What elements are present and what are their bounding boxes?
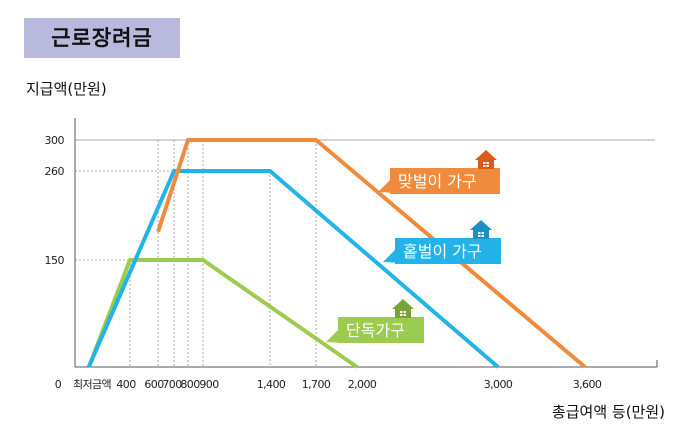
series-label-2: 단독가구: [346, 321, 405, 340]
x-tick-label-2: 400: [116, 378, 136, 391]
x-tick-label-3: 600: [144, 378, 164, 391]
x-tick-label-11: 3,600: [573, 378, 602, 391]
series-callout-1: 홑벌이 가구: [383, 220, 501, 264]
series-line-1: [86, 169, 500, 369]
y-tick-label-150: 150: [45, 254, 65, 267]
callout-box: [390, 168, 500, 194]
house-icon: [475, 150, 497, 169]
y-axis-label: 지급액(만원): [26, 80, 107, 98]
series-line-2: [86, 258, 359, 369]
series-callout-2: 단독가구: [326, 299, 424, 343]
x-tick-label-10: 3,000: [484, 378, 513, 391]
series-callout-0: 맞벌이 가구: [378, 150, 500, 194]
callout-box: [395, 238, 501, 264]
house-roof: [470, 220, 492, 230]
x-tick-label-5: 800: [180, 378, 200, 391]
series-label-0: 맞벌이 가구: [398, 172, 477, 191]
chart-title: 근로장려금: [24, 18, 180, 58]
house-icon: [392, 299, 414, 318]
x-tick-label-8: 1,700: [302, 378, 331, 391]
x-tick-label-1: 최저금액: [73, 378, 111, 391]
x-tick-label-6: 900: [199, 378, 219, 391]
x-tick-label-7: 1,400: [257, 378, 286, 391]
x-tick-label-9: 2,000: [348, 378, 377, 391]
house-roof: [475, 150, 497, 160]
x-axis-label: 총급여액 등(만원): [552, 403, 665, 421]
y-tick-label-260: 260: [45, 165, 65, 178]
callout-box: [338, 317, 424, 343]
series-label-1: 홑벌이 가구: [403, 242, 482, 261]
house-roof: [392, 299, 414, 309]
house-icon: [470, 220, 492, 239]
x-tick-label-4: 700: [162, 378, 182, 391]
x-tick-label-0: 0: [55, 378, 62, 391]
y-tick-label-300: 300: [45, 134, 65, 147]
